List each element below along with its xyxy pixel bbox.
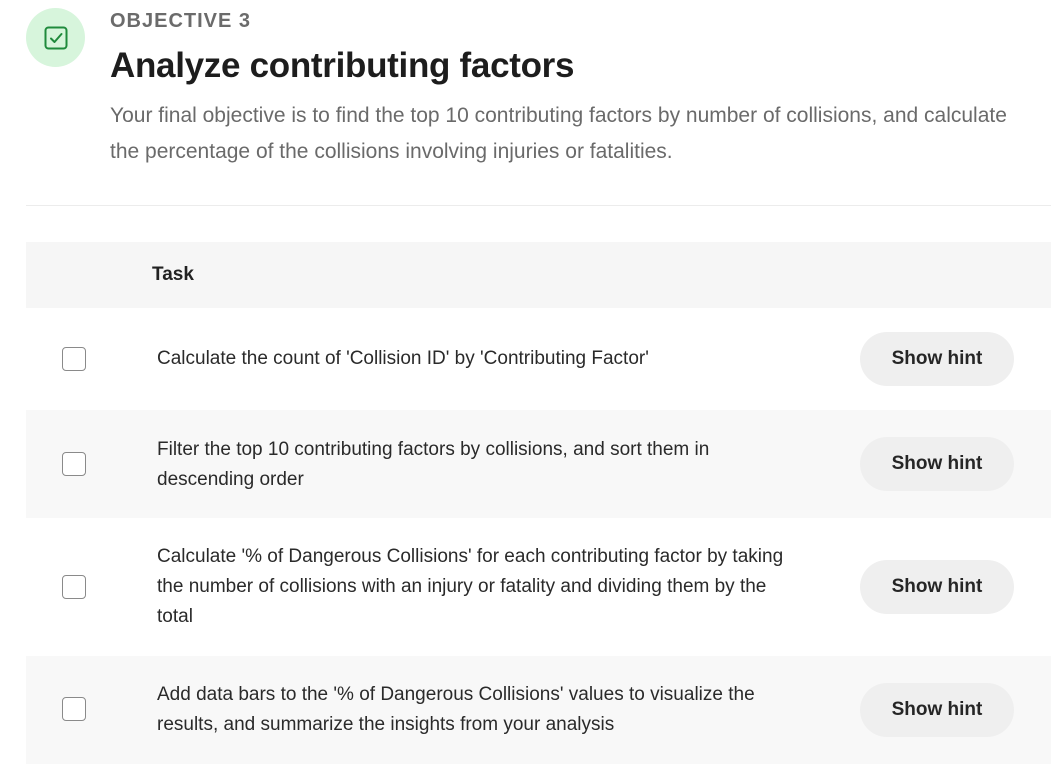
task-text: Calculate the count of 'Collision ID' by…	[157, 348, 649, 369]
task-row: Filter the top 10 contributing factors b…	[26, 410, 1051, 518]
column-header-task: Task	[152, 264, 194, 285]
task-row: Add data bars to the '% of Dangerous Col…	[26, 656, 1051, 764]
objective-badge	[26, 8, 85, 67]
task-text: Add data bars to the '% of Dangerous Col…	[157, 684, 755, 735]
task-text: Filter the top 10 contributing factors b…	[157, 439, 710, 490]
check-square-icon	[44, 26, 67, 49]
task-row: Calculate '% of Dangerous Collisions' fo…	[26, 518, 1051, 656]
objective-title: Analyze contributing factors	[110, 46, 575, 85]
show-hint-button[interactable]: Show hint	[860, 332, 1014, 386]
task-row: Calculate the count of 'Collision ID' by…	[26, 308, 1051, 410]
task-checkbox[interactable]	[62, 347, 86, 371]
table-header: Task	[26, 242, 1051, 308]
task-text: Calculate '% of Dangerous Collisions' fo…	[157, 546, 784, 627]
task-checkbox[interactable]	[62, 452, 86, 476]
task-checkbox[interactable]	[62, 697, 86, 721]
task-table: Task Calculate the count of 'Collision I…	[26, 242, 1051, 764]
objective-header: OBJECTIVE 3 Analyze contributing factors…	[0, 0, 1051, 206]
task-checkbox[interactable]	[62, 575, 86, 599]
show-hint-button[interactable]: Show hint	[860, 560, 1014, 614]
objective-label: OBJECTIVE 3	[110, 10, 252, 32]
show-hint-button[interactable]: Show hint	[860, 683, 1014, 737]
objective-description: Your final objective is to find the top …	[110, 104, 1007, 163]
divider	[26, 205, 1051, 206]
show-hint-button[interactable]: Show hint	[860, 437, 1014, 491]
